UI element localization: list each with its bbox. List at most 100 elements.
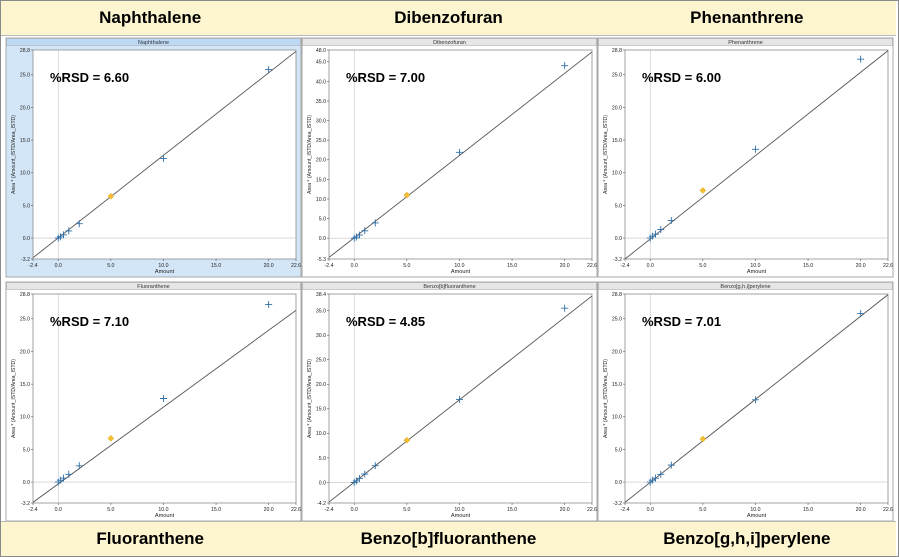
y-tick-label: 5.0 — [319, 217, 326, 223]
qc-point — [107, 192, 115, 200]
x-tick-label: 20.0 — [264, 507, 274, 513]
y-tick-label: 15.0 — [20, 382, 30, 388]
y-tick-label: 25.0 — [316, 138, 326, 144]
calibration-point — [361, 470, 369, 478]
calibration-point — [657, 226, 665, 234]
band-title-phenanthrene: Phenanthrene — [690, 8, 804, 27]
x-tick-label: 20.0 — [856, 507, 866, 513]
calibration-point — [455, 395, 463, 403]
rsd-annotation: %RSD = 4.85 — [346, 314, 425, 329]
y-tick-label: 15.0 — [612, 138, 622, 144]
x-tick-label: 22.6 — [291, 507, 301, 513]
calibration-point — [60, 231, 68, 239]
y-tick-label: 20.0 — [612, 105, 622, 111]
qc-point — [699, 187, 707, 194]
x-tick-label: 22.6 — [883, 263, 893, 269]
rsd-annotation: %RSD = 7.00 — [346, 70, 425, 85]
qc-point — [699, 435, 707, 443]
y-tick-label: 40.0 — [316, 79, 326, 85]
calibration-fit-line — [329, 295, 592, 503]
calibration-point — [75, 462, 83, 470]
y-tick-label: 25.0 — [612, 317, 622, 323]
calibration-point — [751, 396, 759, 404]
y-tick-label: -3.2 — [613, 501, 622, 507]
x-tick-label: 15.0 — [211, 507, 221, 513]
x-axis-label: Amount — [155, 513, 175, 519]
band-title-benzo-b-fluoranthene: Benzo[b]fluoranthene — [360, 529, 537, 548]
x-tick-label: 10.0 — [750, 263, 760, 269]
y-tick-label: 0.0 — [319, 236, 326, 242]
y-tick-label: 45.0 — [316, 60, 326, 66]
calibration-point — [371, 462, 379, 470]
y-tick-label: -3.2 — [613, 257, 622, 263]
y-tick-label: 48.0 — [316, 48, 326, 54]
calibration-point — [361, 227, 369, 235]
rsd-annotation: %RSD = 7.10 — [50, 314, 129, 329]
y-tick-label: 10.0 — [20, 171, 30, 177]
y-tick-label: 10.0 — [20, 415, 30, 421]
calibration-fit-line — [625, 294, 888, 503]
calibration-point — [65, 470, 73, 478]
x-tick-label: 0.0 — [351, 507, 358, 513]
x-tick-label: -2.4 — [621, 263, 630, 269]
bottom-title-band: Fluoranthene Benzo[b]fluoranthene Benzo[… — [1, 521, 896, 556]
x-tick-label: 0.0 — [351, 263, 358, 269]
x-tick-label: 15.0 — [507, 263, 517, 269]
calibration-point — [60, 474, 68, 482]
x-tick-label: 5.0 — [107, 507, 114, 513]
panel-header — [6, 38, 301, 46]
x-tick-label: 5.0 — [699, 263, 706, 269]
x-axis-label: Amount — [747, 269, 767, 275]
y-tick-label: 10.0 — [612, 415, 622, 421]
calibration-point — [455, 148, 463, 156]
panel-header — [6, 282, 301, 290]
panel-header-title: Phenanthrene — [728, 40, 763, 46]
chart-panel-6: Benzo[g,h,i]perylene 28.8 25.0 20.0 15.0 10.0… — [597, 281, 894, 522]
y-tick-label: 28.8 — [20, 48, 30, 54]
panel-header-title: Benzo[g,h,i]perylene — [720, 284, 770, 290]
x-tick-label: -2.4 — [29, 507, 38, 513]
panel-header-title: Dibenzofuran — [433, 40, 466, 46]
calibration-point — [65, 227, 73, 235]
calibration-point — [652, 230, 660, 238]
calibration-point — [657, 470, 665, 478]
x-tick-label: 10.0 — [158, 507, 168, 513]
calibration-point — [561, 62, 569, 70]
y-tick-label: 15.0 — [612, 382, 622, 388]
calibration-point — [652, 474, 660, 482]
qc-point — [403, 191, 411, 199]
panel-header — [302, 38, 597, 46]
chart-panel-5: Benzo[b]fluoranthene 38.4 35.0 30.0 25.0 20.0… — [301, 281, 598, 522]
x-tick-label: 15.0 — [803, 263, 813, 269]
y-tick-label: 38.4 — [316, 292, 326, 298]
calibration-point — [75, 220, 83, 228]
y-tick-label: 5.0 — [319, 456, 326, 462]
y-tick-label: 10.0 — [316, 197, 326, 203]
panel-header-title: Benzo[b]fluoranthene — [423, 284, 475, 290]
y-tick-label: 15.0 — [20, 138, 30, 144]
x-tick-label: 0.0 — [55, 263, 62, 269]
calibration-point — [356, 474, 364, 482]
band-title-dibenzofuran: Dibenzofuran — [394, 8, 503, 27]
calibration-point — [857, 310, 865, 318]
x-tick-label: -2.4 — [29, 263, 38, 269]
y-tick-label: 20.0 — [316, 382, 326, 388]
y-tick-label: 5.0 — [615, 447, 622, 453]
y-tick-label: 35.0 — [316, 309, 326, 315]
y-tick-label: 25.0 — [20, 73, 30, 79]
rsd-annotation: %RSD = 7.01 — [642, 314, 721, 329]
calibration-fit-line — [625, 50, 888, 259]
y-tick-label: 5.0 — [23, 447, 30, 453]
panel-header — [302, 282, 597, 290]
y-tick-label: 15.0 — [316, 177, 326, 183]
calibration-point — [667, 461, 675, 469]
band-title-naphthalene: Naphthalene — [99, 8, 202, 27]
y-tick-label: 0.0 — [23, 480, 30, 486]
x-axis-label: Amount — [747, 513, 767, 519]
y-tick-label: 25.0 — [316, 358, 326, 364]
qc-point — [107, 434, 115, 442]
x-tick-label: 0.0 — [55, 507, 62, 513]
x-tick-label: 22.6 — [587, 263, 597, 269]
x-tick-label: 0.0 — [647, 507, 654, 513]
